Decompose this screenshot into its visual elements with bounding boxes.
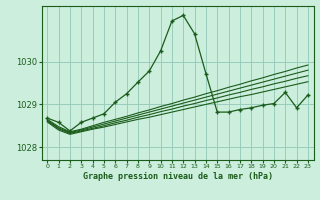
X-axis label: Graphe pression niveau de la mer (hPa): Graphe pression niveau de la mer (hPa) <box>83 172 273 181</box>
